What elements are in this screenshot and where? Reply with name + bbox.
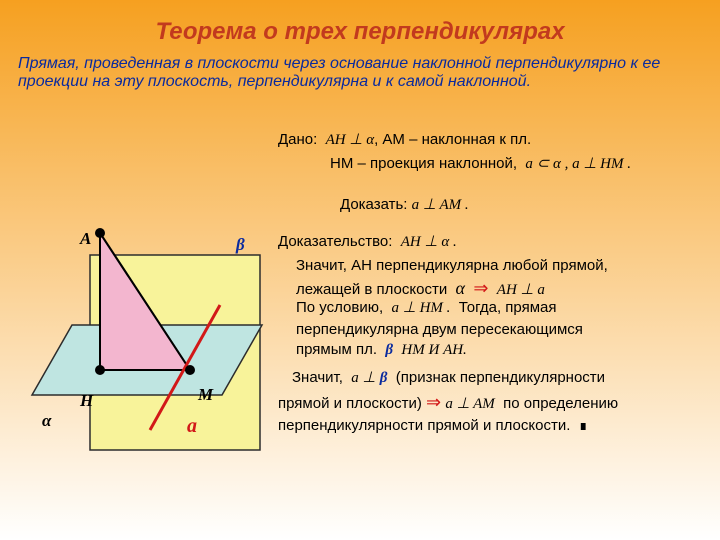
proof-l4: Значит, a ⊥ β (признак перпендикулярност… <box>292 368 720 388</box>
proof-l1b: лежащей в плоскости α ⇒ AH ⊥ a <box>296 276 716 300</box>
page-title: Теорема о трех перпендикулярах <box>0 18 720 46</box>
label-line-a: a <box>187 415 197 438</box>
label-a-point: A <box>80 229 91 249</box>
label-beta: β <box>236 235 245 255</box>
proof-label: Доказательство: AH ⊥ α . <box>278 232 698 252</box>
proof-l3a: перпендикулярна двум пересекающимся <box>296 320 716 340</box>
given-line1: Дано: AH ⊥ α, AM – наклонная к пл. <box>278 130 698 150</box>
given-line2: HM – проекция наклонной, a ⊂ α , a ⊥ HM … <box>330 154 720 174</box>
proof-l3b: прямым пл. β HM И AH. <box>296 340 716 360</box>
label-h-point: H <box>80 391 93 411</box>
label-alpha: α <box>42 411 51 431</box>
geometry-diagram <box>22 205 272 465</box>
proof-l6: перпендикулярности прямой и плоскости. ∎ <box>278 416 718 436</box>
proof-l5: прямой и плоскости) ⇒ a ⊥ AM по определе… <box>278 390 718 414</box>
proof-l2: По условию, a ⊥ HM . Тогда, прямая <box>296 298 716 318</box>
point-a <box>95 228 105 238</box>
point-h <box>95 365 105 375</box>
label-m-point: M <box>198 385 213 405</box>
theorem-statement: Прямая, проведенная в плоскости через ос… <box>18 55 698 91</box>
prove-line: Доказать: a ⊥ AM . <box>340 195 640 215</box>
point-m <box>185 365 195 375</box>
proof-l1a: Значит, AH перпендикулярна любой прямой, <box>296 256 716 276</box>
